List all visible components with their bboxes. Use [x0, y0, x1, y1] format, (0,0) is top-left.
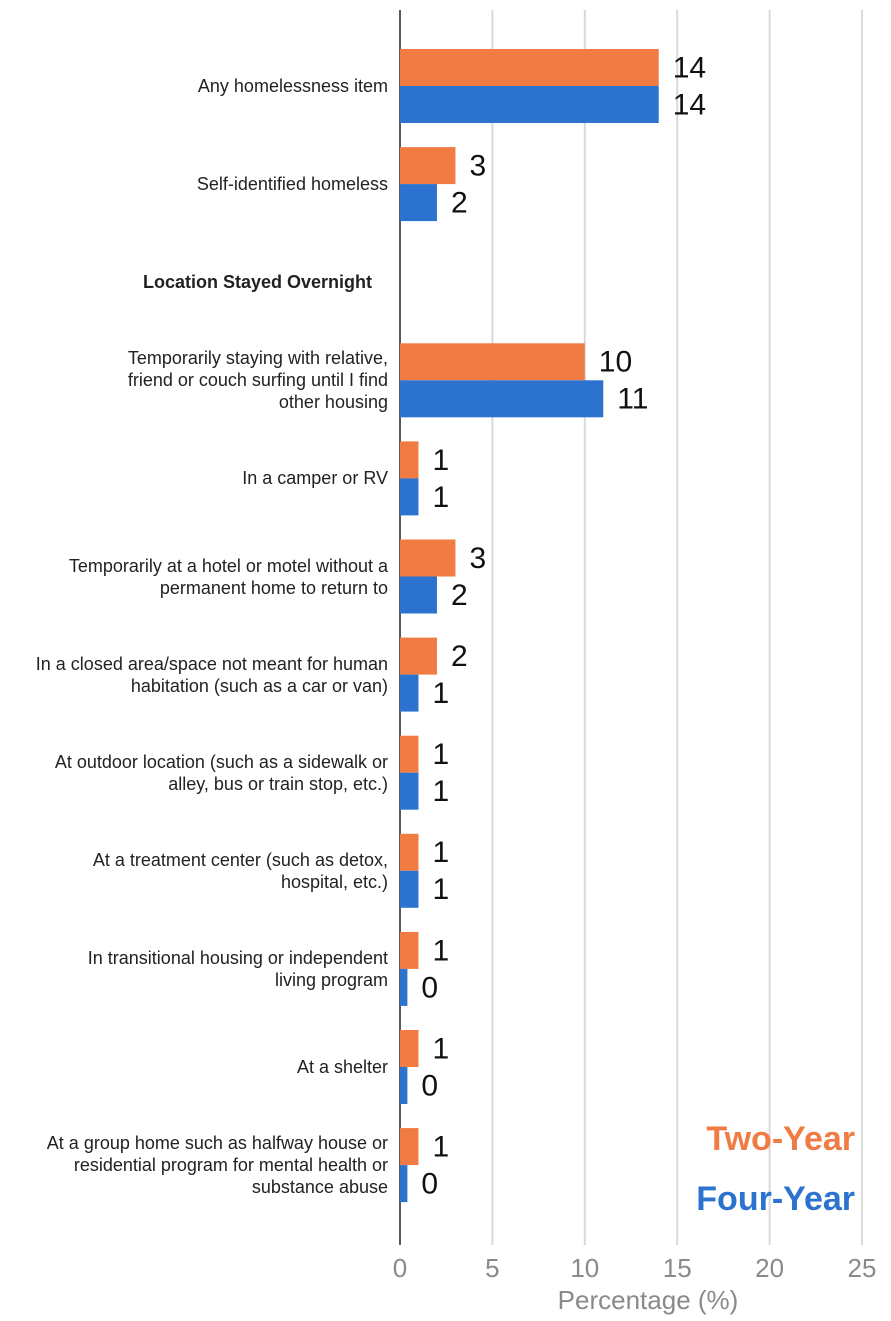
data-label: 3 [469, 542, 486, 575]
bar [400, 674, 419, 712]
bar [400, 1128, 419, 1166]
bar [400, 380, 604, 418]
data-label: 14 [673, 88, 706, 121]
x-tick-label: 15 [663, 1253, 692, 1283]
legend-entry: Four-Year [696, 1180, 855, 1218]
bar [400, 1165, 408, 1203]
data-label: 2 [451, 579, 468, 612]
bar [400, 539, 456, 577]
data-label: 0 [421, 971, 438, 1004]
legend-entry: Two-Year [706, 1120, 855, 1158]
bar [400, 184, 437, 222]
bar [400, 931, 419, 969]
bar [400, 1067, 408, 1104]
data-label: 1 [432, 677, 449, 710]
data-label: 1 [432, 873, 449, 906]
data-label: 2 [451, 640, 468, 673]
data-label: 1 [432, 1032, 449, 1065]
bar [400, 147, 456, 185]
section-header: Location Stayed Overnight [142, 272, 372, 293]
bar [400, 870, 419, 908]
bar [400, 49, 659, 86]
bar [400, 86, 659, 123]
category-label: In a camper or RV [242, 468, 388, 489]
category-label: At a treatment center (such as detox, ho… [92, 849, 388, 892]
bar [400, 833, 419, 871]
data-label: 1 [432, 738, 449, 771]
data-label: 0 [421, 1168, 438, 1201]
bar [400, 441, 419, 479]
category-label: Self-identified homeless [196, 174, 388, 195]
bar [400, 637, 437, 675]
x-tick-label: 10 [570, 1253, 599, 1283]
data-label: 1 [432, 481, 449, 514]
data-label: 1 [432, 836, 449, 869]
data-label: 1 [432, 775, 449, 808]
bar [400, 968, 408, 1006]
bar [400, 576, 437, 614]
x-tick-label: 0 [393, 1253, 407, 1283]
bar [400, 343, 585, 381]
bar [400, 1030, 419, 1067]
category-label: At a shelter [296, 1057, 388, 1077]
data-label: 14 [673, 51, 706, 84]
category-label: At a group home such as halfway house or… [46, 1133, 388, 1198]
data-label: 1 [432, 1131, 449, 1164]
data-label: 3 [469, 150, 486, 183]
category-label: In a closed area/space not meant for hum… [35, 653, 388, 696]
data-label: 2 [451, 187, 468, 220]
category-label: At outdoor location (such as a sidewalk … [54, 751, 388, 794]
x-tick-label: 5 [485, 1253, 499, 1283]
category-label: Temporarily staying with relative, frien… [127, 348, 388, 413]
bar [400, 735, 419, 773]
x-tick-label: 25 [848, 1253, 877, 1283]
category-label: Any homelessness item [197, 76, 388, 96]
data-label: 1 [432, 444, 449, 477]
x-tick-label: 20 [755, 1253, 784, 1283]
bar [400, 478, 419, 516]
data-label: 11 [617, 383, 648, 416]
bar [400, 772, 419, 810]
category-label: In transitional housing or independent l… [87, 947, 388, 990]
data-label: 0 [421, 1069, 438, 1102]
data-label: 10 [599, 346, 632, 379]
data-label: 1 [432, 934, 449, 967]
category-label: Temporarily at a hotel or motel without … [68, 555, 388, 598]
x-axis-label: Percentage (%) [558, 1285, 739, 1315]
